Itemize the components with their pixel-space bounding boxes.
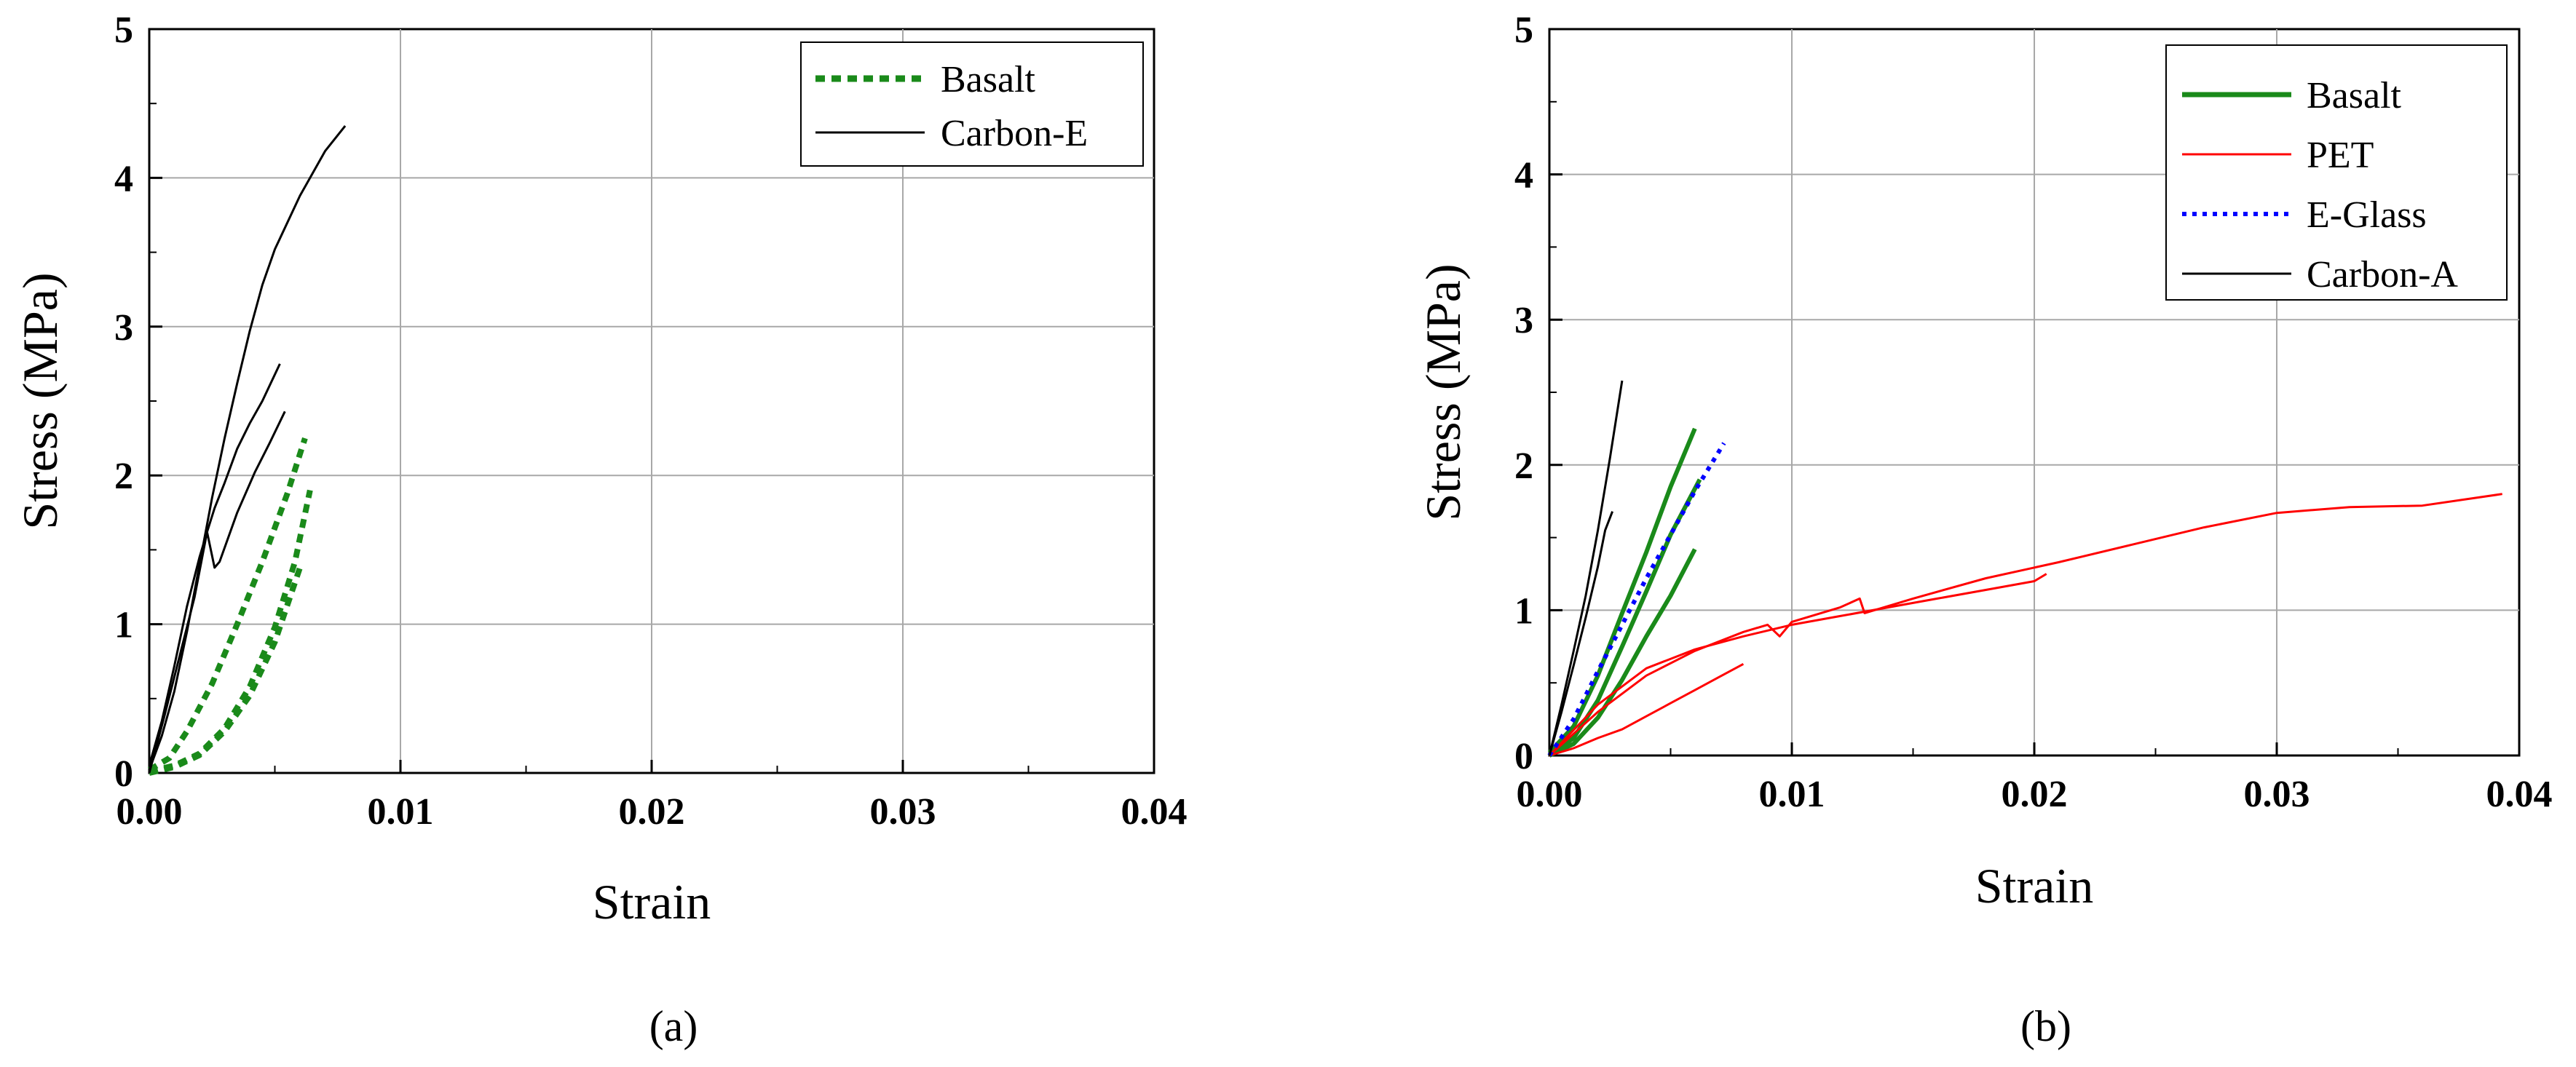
x-tick-label: 0.01 (368, 791, 434, 833)
panel-b-legend-carbon-a-label: Carbon-A (2307, 254, 2458, 295)
panel-b-y-tick-labels: 0 1 2 3 4 5 (1514, 9, 1533, 777)
series-line-carbon-e (148, 124, 347, 771)
series-line-pet (1549, 662, 1745, 757)
y-tick-label: 4 (1514, 155, 1533, 197)
x-tick-label: 0.02 (2002, 774, 2068, 815)
panel-b-legend-pet-label: PET (2307, 135, 2374, 176)
panel-a-legend-basalt-label: Basalt (941, 59, 1036, 100)
panel-b-legend-box (2165, 44, 2508, 301)
panel-a-chart: 0.00 0.01 0.02 0.03 0.04 0 1 2 3 4 5 Strain Stres… (12, 9, 1188, 1050)
series-line-basalt (1547, 427, 1697, 755)
x-tick-label: 0.00 (1517, 774, 1583, 815)
y-tick-label: 5 (1514, 9, 1533, 51)
y-tick-label: 3 (114, 307, 133, 349)
panel-a-legend-carbon-e-label: Carbon-E (941, 113, 1088, 154)
panel-b-y-axis-title: Stress (MPa) (1415, 263, 1471, 520)
x-tick-label: 0.03 (2244, 774, 2310, 815)
series-line-e-glass (1547, 442, 1726, 757)
series-line-pet (1548, 573, 2047, 757)
y-tick-label: 3 (1514, 300, 1533, 341)
panel-b-legend: Basalt PET E-Glass Carbon-A (2165, 44, 2508, 301)
x-tick-label: 0.04 (2486, 774, 2553, 815)
panel-b-chart: 0.00 0.01 0.02 0.03 0.04 0 1 2 3 4 5 Strain Stres… (1415, 9, 2553, 1050)
panel-b-legend-basalt-label: Basalt (2307, 75, 2402, 116)
panel-a-grid (149, 29, 1154, 773)
series-line-basalt (1548, 478, 1702, 758)
y-tick-label: 2 (114, 456, 133, 497)
panel-a-x-axis-title: Strain (593, 874, 711, 929)
panel-a-y-axis-title: Stress (MPa) (12, 272, 68, 529)
panel-b-series (1547, 380, 2502, 758)
y-tick-label: 5 (114, 9, 133, 51)
panel-a-series (147, 124, 347, 776)
series-line-carbon-a (1548, 511, 1613, 756)
series-line-carbon-e (148, 363, 281, 766)
x-tick-label: 0.02 (619, 791, 685, 833)
series-line-basalt (149, 489, 313, 774)
series-line-carbon-a (1548, 380, 1624, 756)
x-tick-label: 0.03 (870, 791, 936, 833)
panel-a-legend: Basalt Carbon-E (800, 41, 1144, 167)
panel-a-y-tick-labels: 0 1 2 3 4 5 (114, 9, 133, 795)
panel-a-label: (a) (649, 1002, 698, 1050)
panel-b-legend-e-glass-label: E-Glass (2307, 194, 2427, 236)
y-tick-label: 0 (1514, 736, 1533, 777)
series-line-basalt (1548, 548, 1697, 758)
x-tick-label: 0.00 (116, 791, 183, 833)
panel-a-x-tick-labels: 0.00 0.01 0.02 0.03 0.04 (116, 791, 1188, 833)
y-tick-label: 2 (1514, 445, 1533, 487)
panel-b-x-tick-labels: 0.00 0.01 0.02 0.03 0.04 (1517, 774, 2553, 815)
panel-a-legend-box (800, 41, 1144, 167)
y-tick-label: 4 (114, 158, 133, 199)
panel-b-label: (b) (2020, 1002, 2071, 1050)
series-line-pet (1548, 493, 2502, 757)
y-tick-label: 1 (114, 605, 133, 646)
series-line-basalt (147, 437, 308, 773)
x-tick-label: 0.01 (1759, 774, 1825, 815)
series-line-carbon-e (148, 410, 286, 774)
x-tick-label: 0.04 (1121, 791, 1188, 833)
panel-b-x-axis-title: Strain (1975, 858, 2093, 913)
series-line-basalt (149, 566, 303, 776)
y-tick-label: 1 (1514, 590, 1533, 632)
panel-b-ticks (1548, 28, 2521, 757)
y-tick-label: 0 (114, 753, 133, 795)
